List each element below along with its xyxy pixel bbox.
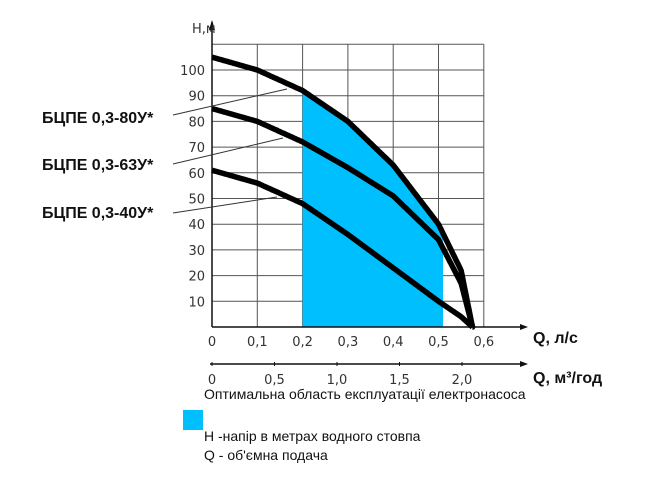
y-tick-label: 80 <box>188 115 205 130</box>
x-tick-label: 0,3 <box>338 335 359 350</box>
y-tick-label: 60 <box>188 167 205 182</box>
y-tick-label: 50 <box>188 193 205 208</box>
x2-tick-label: 0 <box>208 373 216 388</box>
x2-tick-label: 1,5 <box>389 373 410 388</box>
pump-curve-0 <box>210 54 476 330</box>
y-tick-label: 40 <box>188 218 205 233</box>
x2-tick-label: 1,0 <box>327 373 348 388</box>
x2-axis-arrow-icon <box>520 361 528 367</box>
pump-curve-1 <box>210 105 476 330</box>
x-tick-label: 0,5 <box>428 335 449 350</box>
x-tick-label: 0,6 <box>473 335 494 350</box>
series-label: БЦПЕ 0,3-40У* <box>42 205 154 222</box>
optimal-region-swatch <box>183 410 203 430</box>
x-tick-label: 0 <box>208 335 216 350</box>
legend-q-definition: Q - об'ємна подача <box>204 447 328 463</box>
x-axis-label: Q, л/с <box>533 330 578 347</box>
y-tick-label: 100 <box>180 64 205 79</box>
x2-axis-label: Q, м³/год <box>533 370 602 387</box>
pump-curve-2 <box>210 167 476 330</box>
y-tick-label: 70 <box>188 141 205 156</box>
series-label: БЦПЕ 0,3-63У* <box>42 157 154 174</box>
y-tick-label: 20 <box>188 270 205 285</box>
optimal-region <box>302 90 444 327</box>
y-tick-label: 10 <box>188 295 205 310</box>
y-axis-label: Н,м <box>192 22 216 37</box>
y-tick-label: 90 <box>188 90 205 105</box>
y-tick-label: 30 <box>188 244 205 259</box>
legend-optimal-text: Оптимальна область експлуатації електрон… <box>204 386 526 402</box>
x-axis-arrow-icon <box>520 324 528 330</box>
y-axis-arrow-icon <box>209 20 215 30</box>
x2-tick-label: 2,0 <box>452 373 473 388</box>
legend-h-definition: Н -напір в метрах водного стовпа <box>204 428 421 444</box>
x2-tick-label: 0,5 <box>264 373 285 388</box>
x-tick-label: 0,4 <box>383 335 404 350</box>
series-label: БЦПЕ 0,3-80У* <box>42 110 154 127</box>
leader-line <box>172 137 284 165</box>
leader-line <box>172 196 278 214</box>
leader-line <box>172 88 288 116</box>
x-tick-label: 0,1 <box>247 335 268 350</box>
x-tick-label: 0,2 <box>292 335 313 350</box>
